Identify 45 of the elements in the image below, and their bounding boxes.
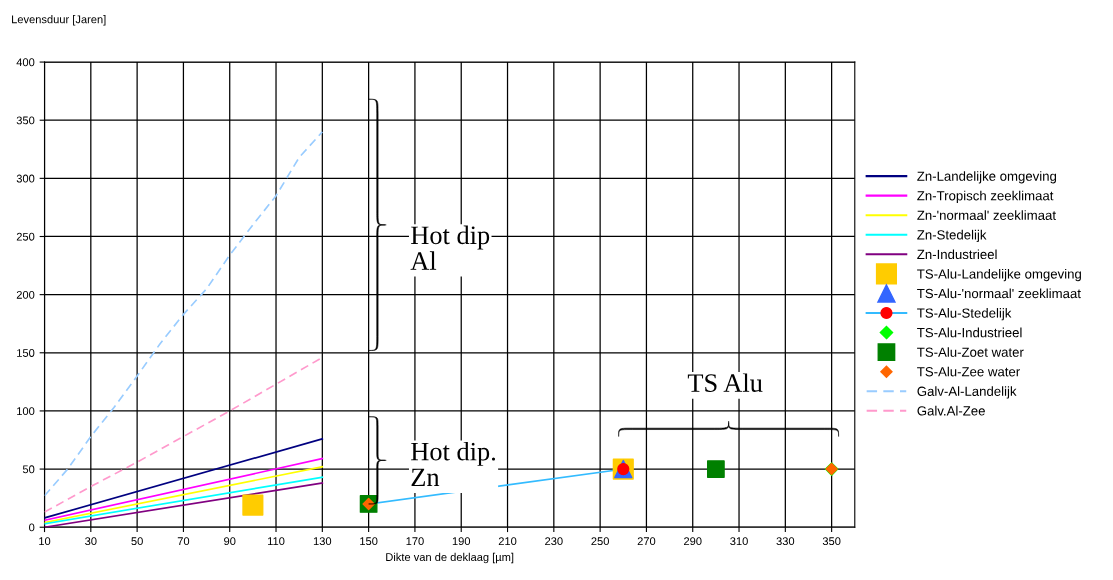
x-tick-label: 270: [637, 537, 656, 546]
legend-label: Zn-Landelijke omgeving: [917, 171, 1057, 184]
legend-label: TS-Alu-Industrieel: [917, 327, 1022, 338]
legend-label: TS-Alu-Landelijke omgeving: [917, 268, 1081, 282]
legend-label: TS-Alu-Zee water: [917, 366, 1020, 377]
y-tick-label: 350: [16, 116, 35, 125]
x-tick-label: 290: [684, 537, 702, 546]
y-tick-label: 400: [16, 58, 35, 67]
legend-label: TS-Alu-Stedelijk: [917, 308, 1012, 321]
annotation: Hot dip. Zn: [411, 441, 496, 486]
y-tick-label: 250: [16, 232, 35, 241]
x-tick-label: 330: [776, 537, 795, 546]
legend-label: TS-Alu-Zoet water: [917, 347, 1024, 357]
x-tick-label: 110: [268, 537, 285, 546]
x-tick-label: 30: [85, 537, 97, 546]
x-tick-label: 130: [313, 537, 332, 546]
legend-label: Zn-'normaal' zeeklimaat: [917, 210, 1056, 220]
x-tick-label: 250: [591, 537, 609, 546]
x-tick-label: 350: [822, 537, 841, 546]
legend-label: Zn-Stedelijk: [917, 229, 987, 243]
y-tick-label: 300: [16, 174, 35, 183]
legend-label: Galv.Al-Zee: [917, 405, 985, 416]
x-tick-label: 10: [39, 537, 51, 546]
annotation: Hot dip Al: [410, 225, 490, 270]
annotation: TS Alu: [687, 373, 763, 392]
y-tick-label: 200: [16, 290, 35, 299]
legend-label: TS-Alu-'normaal' zeeklimaat: [917, 288, 1081, 299]
x-tick-label: 170: [406, 537, 424, 546]
legend-label: Zn-Tropisch zeeklimaat: [917, 190, 1054, 204]
y-tick-label: 0: [29, 523, 35, 532]
x-tick-label: 230: [545, 537, 563, 546]
x-tick-label: 50: [131, 537, 143, 546]
y-tick-label: 100: [17, 407, 35, 416]
y-tick-label: 150: [17, 349, 35, 357]
legend-label: Zn-Industrieel: [917, 249, 997, 260]
x-tick-label: 70: [177, 537, 190, 546]
legend-label: Galv-Al-Landelijk: [917, 386, 1017, 399]
x-tick-label: 210: [498, 537, 517, 546]
y-axis-title: Levensduur [Jaren]: [12, 15, 106, 26]
y-tick-label: 50: [22, 465, 35, 474]
x-tick-label: 190: [452, 537, 471, 546]
x-tick-label: 150: [360, 537, 378, 546]
x-tick-label: 310: [730, 537, 748, 546]
x-axis-title: Dikte van de deklaag [µm]: [386, 552, 514, 564]
x-tick-label: 90: [224, 537, 236, 546]
